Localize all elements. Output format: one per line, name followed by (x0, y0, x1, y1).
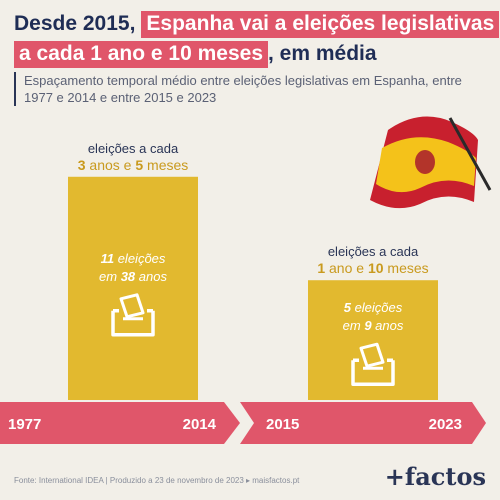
ballot-box-body (111, 309, 155, 337)
bar-label-prefix: eleições a cada (88, 141, 179, 156)
timeline-end-year: 2023 (429, 416, 462, 433)
ballot-paper (119, 293, 145, 319)
bar-interval-label: 3 anos e 5 meses (78, 157, 189, 173)
timeline-arrow-2 (240, 402, 486, 444)
title-highlight-2: a cada 1 ano e 10 meses (14, 40, 268, 68)
source-footer: Fonte: International IDEA | Produzido a … (14, 476, 300, 485)
ballot-box-body (351, 358, 395, 386)
bar-elections-span: em 9 anos (343, 318, 404, 333)
bar-elections-count: 11 eleições (101, 251, 166, 266)
title-part-1: Desde 2015, (14, 12, 136, 35)
bar-2 (308, 280, 438, 400)
spain-flag (370, 116, 492, 209)
bar-elections-span: em 38 anos (99, 269, 167, 284)
ballot-box-icon (351, 342, 395, 386)
title-highlight-1: Espanha vai a eleições legislativas (141, 10, 500, 38)
flag-coat-of-arms (415, 150, 435, 174)
chart-subtitle: Espaçamento temporal médio entre eleiçõe… (14, 72, 494, 106)
brand-logo: +factos (384, 462, 486, 491)
chart-title: Desde 2015, Espanha vai a eleições legis… (14, 10, 500, 70)
bar-interval-label: 1 ano e 10 meses (317, 260, 428, 276)
title-line-1: Desde 2015, Espanha vai a eleições legis… (14, 10, 500, 38)
title-part-4: , em média (268, 42, 377, 65)
timeline-start-year: 1977 (8, 416, 41, 433)
bar-elections-count: 5 eleições (344, 300, 403, 315)
timeline-start-year: 2015 (266, 416, 299, 433)
ballot-box-icon (111, 293, 155, 337)
ballot-paper (359, 342, 385, 368)
timeline-end-year: 2014 (183, 416, 217, 433)
timeline-arrow-1 (0, 402, 240, 444)
bar-1 (68, 176, 198, 400)
flag-pole (448, 117, 492, 191)
bar-label-prefix: eleições a cada (328, 244, 419, 259)
title-line-2: a cada 1 ano e 10 meses , em média (14, 40, 494, 68)
